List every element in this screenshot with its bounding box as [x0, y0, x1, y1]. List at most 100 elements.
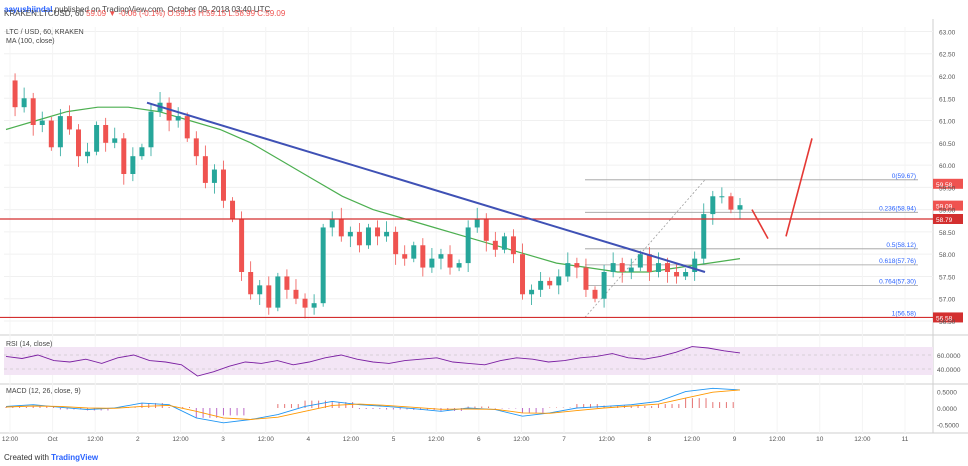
- price-badge: [933, 200, 963, 211]
- candle-body: [701, 214, 707, 259]
- candle-body: [646, 254, 652, 272]
- tradingview-logo[interactable]: TradingView: [51, 453, 99, 462]
- candle-body: [601, 272, 607, 299]
- candle-body: [48, 120, 54, 148]
- horizontal-levels[interactable]: 58.79 56.58 59.09 59.58: [0, 178, 963, 323]
- candle-body: [538, 280, 544, 290]
- x-tick-label: 12:00: [428, 436, 445, 443]
- candle-body: [420, 245, 426, 268]
- x-tick-label: 7: [562, 436, 566, 443]
- candle-body: [121, 138, 127, 174]
- ma-label: MA (100, close): [6, 38, 55, 45]
- published-text: published on TradingView.com, October 09…: [54, 5, 271, 14]
- ma-line: [5, 106, 741, 273]
- candle-body: [574, 263, 580, 268]
- x-tick-label: 12:00: [258, 436, 275, 443]
- candle-body: [565, 263, 571, 277]
- candle-body: [692, 258, 698, 272]
- trendline[interactable]: [146, 101, 706, 273]
- rsi-pane: 60.0000 40.0000: [4, 346, 961, 377]
- price-badge-label: 59.58: [936, 182, 953, 189]
- y-tick-label: 62.50: [939, 52, 956, 59]
- rsi-line: [5, 346, 741, 377]
- author-name[interactable]: aayushjindal: [4, 5, 53, 14]
- candle-body: [429, 258, 435, 268]
- price-badge: [933, 178, 963, 189]
- header-bar: aayushjindal published on TradingView.co…: [0, 0, 968, 19]
- candle-body: [130, 156, 136, 174]
- candle-body: [438, 254, 444, 259]
- price-change: 59.09 ▼ -0.06 (-0.1%): [86, 9, 166, 18]
- macd-level-label: 0.5000: [937, 390, 957, 397]
- candle-body: [230, 200, 236, 219]
- candle-body: [21, 98, 27, 108]
- candle-body: [66, 116, 72, 130]
- price-badge-label: 58.79: [936, 217, 953, 224]
- ohlc-values: O:59.13 H:59.15 L:58.99 C:59.09: [167, 9, 286, 18]
- candle-body: [193, 138, 199, 157]
- candle-body: [320, 227, 326, 304]
- x-tick-label: 3: [221, 436, 225, 443]
- candle-body: [284, 276, 290, 290]
- x-tick-label: 12:00: [343, 436, 360, 443]
- candle-body: [719, 196, 725, 198]
- candle-body: [356, 231, 362, 246]
- scenario-up-line: [785, 138, 813, 237]
- x-tick-label: 12:00: [854, 436, 871, 443]
- x-tick-label: 12:00: [769, 436, 786, 443]
- x-tick-label: 12:00: [513, 436, 530, 443]
- candles: [12, 73, 743, 319]
- candle-body: [94, 125, 100, 152]
- candle-body: [465, 227, 471, 264]
- candle-body: [338, 218, 344, 237]
- candle-body: [202, 156, 208, 183]
- candle-body: [402, 254, 408, 259]
- fib-level-label: 1(56.58): [892, 310, 916, 317]
- candle-body: [148, 111, 154, 148]
- candle-body: [166, 102, 172, 121]
- candle-body: [501, 236, 507, 250]
- candle-body: [30, 98, 36, 125]
- created-with-text: Created with: [4, 453, 49, 462]
- x-tick-label: 6: [477, 436, 481, 443]
- macd-level-label: -0.5000: [937, 422, 959, 429]
- x-tick-label: 12:00: [684, 436, 701, 443]
- candle-body: [85, 151, 91, 157]
- y-tick-label: 56.50: [939, 319, 956, 326]
- candle-body: [592, 289, 598, 299]
- rsi-label: RSI (14, close): [6, 341, 52, 348]
- candle-body: [492, 240, 498, 250]
- y-tick-label: 60.00: [939, 163, 956, 170]
- scenario-arrows: [751, 138, 813, 239]
- candle-body: [393, 231, 399, 255]
- macd-label: MACD (12, 26, close, 9): [6, 388, 81, 395]
- footer: Created with TradingView: [0, 449, 968, 466]
- y-tick-label: 61.00: [939, 119, 956, 126]
- candle-body: [103, 125, 109, 143]
- candle-body: [628, 267, 634, 272]
- chart-svg[interactable]: 0(59.67) 0.236(58.94) 0.5(58.12) 0.618(57.7…: [0, 19, 968, 449]
- candle-body: [556, 276, 562, 286]
- x-tick-label: 10: [816, 436, 824, 443]
- rsi-level-label: 60.0000: [937, 353, 961, 360]
- x-tick-label: 11: [902, 436, 909, 443]
- candle-body: [302, 298, 308, 308]
- trendline-line: [146, 101, 706, 273]
- candle-body: [112, 138, 118, 143]
- symbol-line: KRAKEN:LTCUSD, 60 59.09 ▼ -0.06 (-0.1%) …: [4, 9, 285, 19]
- x-tick-label: 12:00: [172, 436, 189, 443]
- time-axis: 12:00 Oct 12:00 2 12:00 3 12:00 4 12:00 5 12:00 6 12…: [2, 436, 909, 443]
- y-tick-label: 63.00: [939, 29, 956, 36]
- rsi-level-label: 40.0000: [937, 367, 961, 374]
- candle-body: [411, 245, 417, 259]
- candle-body: [12, 80, 18, 108]
- candle-body: [257, 285, 263, 295]
- scenario-down-line: [751, 209, 769, 239]
- candle-body: [57, 116, 63, 148]
- chart-area[interactable]: 0(59.67) 0.236(58.94) 0.5(58.12) 0.618(57.7…: [0, 19, 968, 449]
- signal-line: [5, 389, 741, 420]
- x-tick-label: Oct: [48, 436, 58, 443]
- candle-body: [39, 120, 45, 125]
- price-axis: 63.00 62.50 62.00 61.50 61.00 60.50 60.00 59.50…: [939, 29, 956, 326]
- x-tick-label: 4: [307, 436, 311, 443]
